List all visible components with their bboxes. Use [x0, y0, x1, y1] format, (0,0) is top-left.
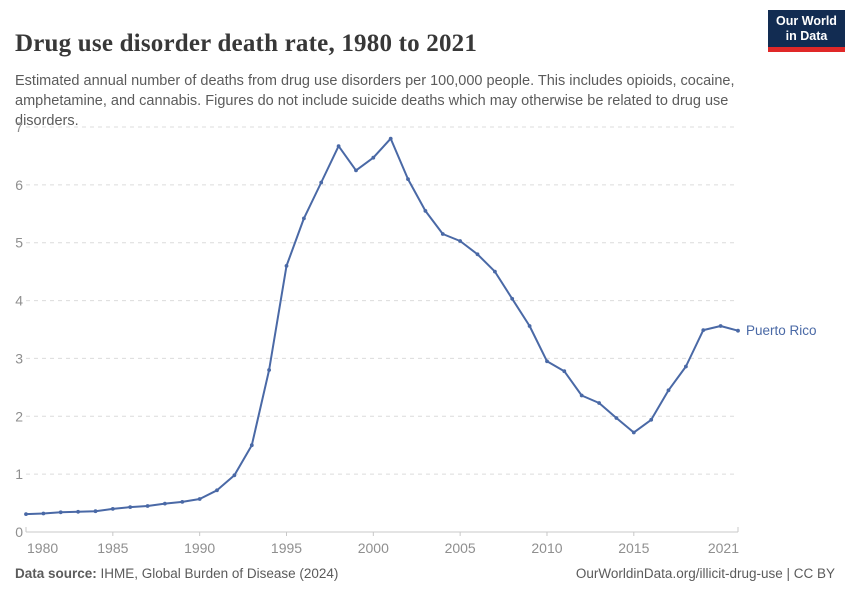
footer-link[interactable]: OurWorldinData.org/illicit-drug-use | CC…	[575, 566, 835, 581]
data-point	[701, 328, 706, 332]
x-tick-label: 2010	[531, 540, 562, 556]
x-tick-label: 1985	[97, 540, 128, 556]
x-tick-label: 2005	[445, 540, 476, 556]
data-point	[597, 401, 601, 405]
data-point	[319, 180, 324, 185]
data-point	[718, 324, 723, 328]
series-line	[25, 137, 739, 516]
data-point	[249, 443, 254, 448]
data-source-value: IHME, Global Burden of Disease (2024)	[96, 566, 339, 581]
owid-logo-line2: in Data	[785, 28, 828, 43]
data-point	[493, 269, 497, 274]
data-point	[93, 509, 98, 514]
data-point	[649, 417, 654, 422]
y-tick-label: 6	[15, 177, 23, 193]
data-point	[510, 296, 515, 301]
owid-logo-line1: Our World	[776, 14, 837, 28]
owid-logo[interactable]: Our World in Data	[768, 10, 845, 52]
data-point	[110, 507, 115, 511]
y-tick-label: 7	[15, 119, 23, 135]
x-tick-label: 1990	[184, 540, 215, 556]
x-tick-label: 1980	[27, 540, 58, 556]
data-point	[232, 473, 237, 478]
y-tick-label: 4	[15, 293, 23, 309]
y-tick-label: 3	[15, 350, 23, 366]
line-chart[interactable]: 0 1 2 3 4 5 6 7 1980 1985 1990 1995 2000 2005 2010 2015…	[0, 115, 850, 560]
data-point	[354, 168, 358, 173]
x-tick-label: 2000	[358, 540, 389, 556]
data-point	[736, 328, 740, 333]
data-point	[336, 144, 341, 148]
data-point	[631, 430, 636, 435]
x-tick-label: 2015	[618, 540, 649, 556]
data-point	[440, 232, 445, 236]
data-point	[197, 497, 202, 501]
data-source-label: Data source:	[15, 566, 97, 581]
data-point	[24, 512, 28, 516]
data-point	[406, 177, 410, 181]
data-source-note: Data source: IHME, Global Burden of Dise…	[15, 566, 338, 581]
x-tick-label: 1995	[271, 540, 302, 556]
data-point	[423, 209, 428, 213]
data-point	[302, 216, 306, 221]
data-point	[371, 155, 376, 160]
owid-logo-box: Our World in Data	[768, 10, 845, 47]
data-point	[215, 488, 219, 493]
data-point	[684, 364, 688, 369]
y-tick-label: 5	[15, 235, 23, 251]
data-point	[579, 393, 584, 398]
data-point	[545, 359, 549, 364]
data-point	[163, 501, 167, 506]
owid-logo-red-strip	[768, 47, 845, 52]
chart-subtitle: Estimated annual number of deaths from d…	[15, 72, 735, 129]
data-point	[388, 136, 393, 141]
data-point	[458, 239, 462, 243]
series-entity-label: Puerto Rico	[746, 323, 817, 338]
y-tick-label: 0	[15, 524, 23, 540]
x-tick-label: 2021	[708, 540, 739, 556]
y-tick-label: 2	[15, 408, 23, 424]
data-point	[41, 511, 46, 516]
data-point	[614, 416, 619, 420]
data-point	[562, 369, 567, 374]
data-point	[475, 252, 480, 257]
data-point	[128, 505, 133, 509]
chart-area: 0 1 2 3 4 5 6 7 1980 1985 1990 1995 2000 2005 2010 2015…	[0, 115, 850, 560]
data-point	[666, 388, 671, 393]
data-point	[284, 264, 289, 268]
data-point	[58, 510, 63, 515]
chart-footer: Data source: IHME, Global Burden of Dise…	[15, 566, 835, 581]
data-point	[527, 324, 532, 328]
data-point	[267, 368, 271, 372]
y-tick-label: 1	[15, 466, 23, 482]
data-point	[145, 504, 150, 508]
data-point	[180, 500, 185, 504]
chart-title: Drug use disorder death rate, 1980 to 20…	[15, 29, 478, 57]
data-point	[76, 509, 80, 514]
